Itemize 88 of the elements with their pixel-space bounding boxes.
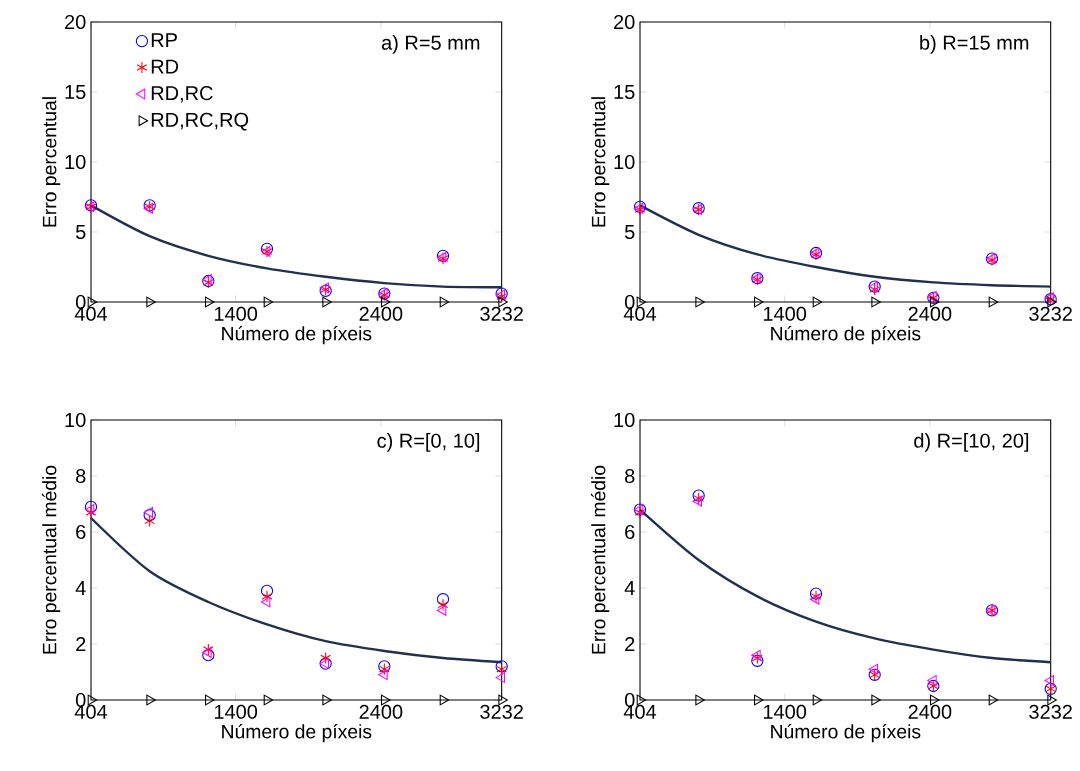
x-tick-label: 3232 <box>1029 306 1072 321</box>
x-tick-label: 1400 <box>214 704 258 719</box>
y-tick-label: 15 <box>614 85 635 99</box>
y-tick-label: 20 <box>65 14 86 30</box>
y-axis-title: Erro percentual <box>42 97 61 227</box>
y-tick-label: 5 <box>624 225 635 239</box>
legend-label: RD,RC <box>151 86 213 103</box>
point <box>812 296 823 308</box>
x-tick-label: 2400 <box>359 306 403 321</box>
point <box>263 296 274 308</box>
y-tick-label: 2 <box>625 637 635 651</box>
x-tick-label: 2400 <box>359 704 403 719</box>
x-tick-label: 2400 <box>908 704 952 719</box>
y-tick-label: 10 <box>614 154 635 170</box>
point <box>322 694 332 706</box>
point <box>988 694 999 706</box>
y-tick-label: 6 <box>625 524 635 540</box>
point <box>754 296 764 308</box>
point <box>439 296 450 308</box>
point <box>202 647 212 658</box>
point <box>812 694 823 706</box>
point <box>320 651 332 665</box>
x-tick-label: 3232 <box>1029 704 1072 719</box>
point <box>695 694 705 706</box>
point <box>205 296 215 308</box>
y-tick-label: 20 <box>614 14 635 30</box>
point <box>871 694 881 706</box>
point <box>146 296 156 308</box>
annotation: a) R=5 mm <box>381 35 480 54</box>
y-axis-title: Erro percentual médio <box>41 465 61 654</box>
legend-label: RP <box>151 33 177 47</box>
x-tick-label: 3232 <box>480 704 523 719</box>
y-tick-label: 8 <box>76 468 86 484</box>
point <box>754 694 764 706</box>
x-axis-title: Número de píxeis <box>771 724 921 743</box>
y-tick-label: 15 <box>65 85 86 99</box>
point <box>261 590 273 603</box>
y-tick-label: 10 <box>614 412 635 428</box>
annotation: b) R=15 mm <box>920 35 1029 54</box>
point <box>263 694 274 706</box>
point <box>751 649 761 661</box>
y-axis-title: Erro percentual <box>591 97 610 227</box>
annotation: c) R=[0, 10] <box>377 433 480 452</box>
point <box>988 296 999 308</box>
x-axis-title: Número de píxeis <box>222 326 372 345</box>
point <box>144 514 156 527</box>
point <box>378 669 388 681</box>
point <box>437 598 449 611</box>
point <box>260 584 274 597</box>
point <box>143 509 156 522</box>
legend-label: RD <box>151 59 179 74</box>
y-tick-label: 4 <box>624 581 635 595</box>
x-tick-label: 1400 <box>763 704 807 719</box>
y-tick-label: 4 <box>75 581 86 595</box>
x-tick-label: 1400 <box>214 306 258 321</box>
annotation: d) R=[10, 20] <box>914 433 1029 452</box>
point <box>868 663 879 675</box>
x-tick-label: 3232 <box>480 306 523 321</box>
point <box>927 675 937 686</box>
legend-label: RD,RC,RQ <box>151 112 249 131</box>
point <box>695 296 705 308</box>
y-tick-label: 10 <box>65 154 86 170</box>
x-axis-title: Número de píxeis <box>222 724 372 743</box>
point <box>322 296 332 308</box>
point <box>871 296 881 308</box>
point <box>205 694 215 706</box>
x-axis-title: Número de píxeis <box>771 326 921 345</box>
x-tick-label: 2400 <box>908 306 952 321</box>
y-axis-title: Erro percentual médio <box>590 465 610 654</box>
point <box>436 593 450 606</box>
point <box>85 506 97 519</box>
y-tick-label: 6 <box>76 524 86 540</box>
y-tick-label: 10 <box>65 412 86 428</box>
point <box>260 596 271 608</box>
y-tick-label: 8 <box>625 468 635 484</box>
point <box>439 694 450 706</box>
point <box>436 605 447 616</box>
line-series <box>89 516 503 664</box>
y-tick-label: 5 <box>75 225 86 239</box>
line-series <box>638 204 1052 288</box>
point <box>1044 675 1055 686</box>
point <box>84 504 95 515</box>
point <box>495 672 506 683</box>
y-tick-label: 2 <box>76 637 86 651</box>
x-tick-label: 1400 <box>763 306 807 321</box>
point <box>146 694 156 706</box>
line-series <box>638 508 1052 664</box>
point <box>143 507 154 518</box>
